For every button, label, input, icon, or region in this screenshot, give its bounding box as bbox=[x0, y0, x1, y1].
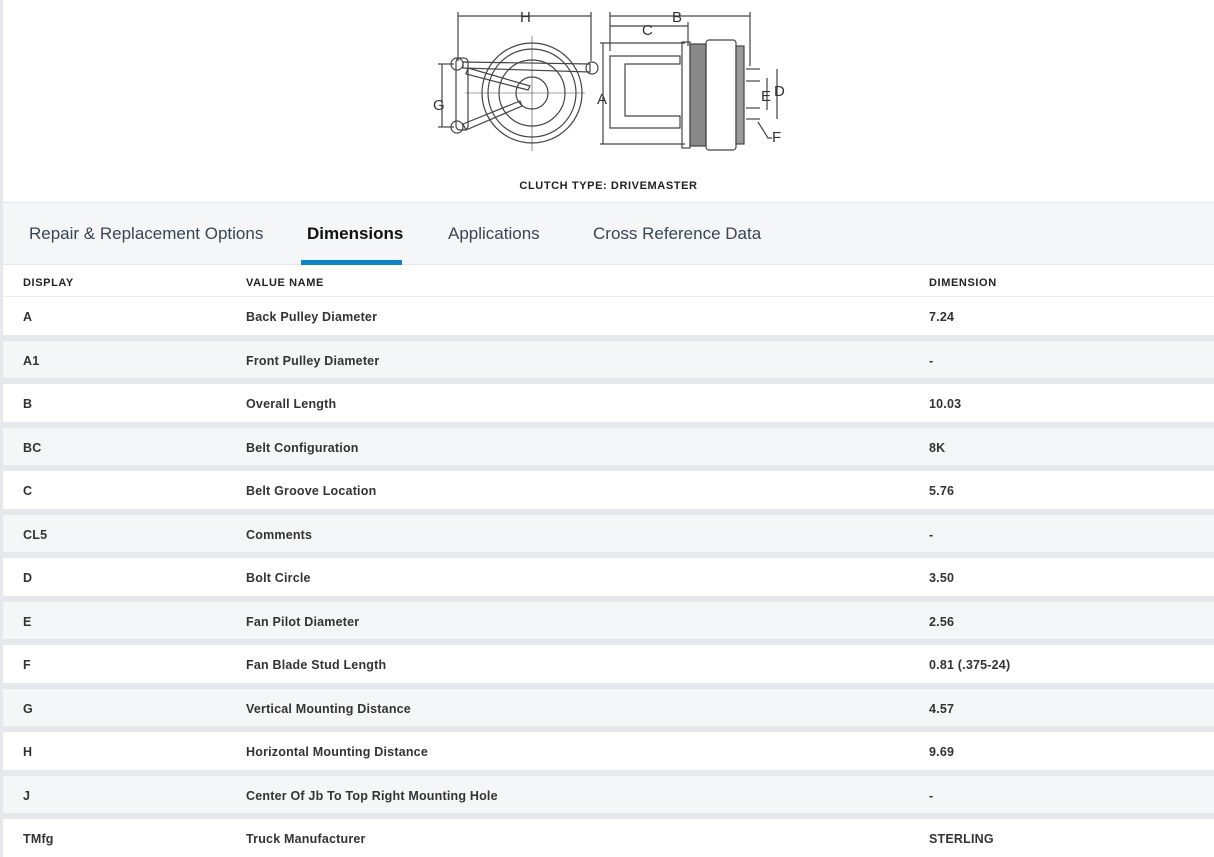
cell-dimension: 10.03 bbox=[929, 397, 962, 411]
svg-text:G: G bbox=[433, 97, 445, 114]
cell-dimension: - bbox=[929, 788, 934, 803]
cell-value-name: Overall Length bbox=[246, 397, 337, 411]
clutch-diagram-section: H G B C A E D F bbox=[3, 0, 1214, 203]
cell-value-name: Horizontal Mounting Distance bbox=[246, 745, 428, 759]
page: H G B C A E D F bbox=[3, 0, 1214, 857]
cell-dimension: 7.24 bbox=[929, 310, 955, 324]
tab-cross-reference-data[interactable]: Cross Reference Data bbox=[593, 224, 762, 243]
cell-dimension: 3.50 bbox=[929, 571, 955, 585]
table-row: TMfg Truck Manufacturer STERLING bbox=[3, 819, 1214, 857]
tab-dimensions[interactable]: Dimensions bbox=[307, 224, 404, 243]
table-row: E Fan Pilot Diameter 2.56 bbox=[3, 601, 1214, 639]
tab-applications[interactable]: Applications bbox=[448, 224, 540, 243]
cell-display: F bbox=[23, 658, 31, 672]
cell-dimension: 0.81 (.375-24) bbox=[929, 658, 1011, 672]
cell-dimension: - bbox=[929, 527, 934, 542]
svg-text:H: H bbox=[520, 9, 531, 26]
table-row: J Center Of Jb To Top Right Mounting Hole… bbox=[3, 775, 1214, 813]
column-header-display: DISPLAY bbox=[23, 277, 74, 289]
cell-display: D bbox=[23, 571, 33, 585]
cell-value-name: Fan Pilot Diameter bbox=[246, 614, 360, 629]
cell-display: CL5 bbox=[23, 527, 48, 542]
cell-dimension: 5.76 bbox=[929, 484, 955, 498]
table-row: CL5 Comments - bbox=[3, 514, 1214, 552]
tab-bar: Repair & Replacement Options Dimensions … bbox=[3, 203, 1214, 265]
table-row: BC Belt Configuration 8K bbox=[3, 427, 1214, 465]
cell-dimension: - bbox=[929, 353, 934, 368]
cell-display: H bbox=[23, 745, 33, 759]
cell-dimension: 2.56 bbox=[929, 614, 955, 629]
clutch-diagram: H G B C A E D F bbox=[433, 9, 785, 151]
table-row: D Bolt Circle 3.50 bbox=[3, 558, 1214, 596]
table-row: H Horizontal Mounting Distance 9.69 bbox=[3, 732, 1214, 770]
cell-dimension: STERLING bbox=[929, 832, 994, 846]
svg-text:F: F bbox=[772, 129, 781, 146]
table-row: C Belt Groove Location 5.76 bbox=[3, 471, 1214, 509]
cell-display: A1 bbox=[23, 353, 40, 368]
svg-text:E: E bbox=[761, 88, 771, 105]
cell-display: A bbox=[23, 310, 33, 324]
table-row: B Overall Length 10.03 bbox=[3, 384, 1214, 422]
dimensions-table-body: A Back Pulley Diameter 7.24 A1 Front Pulley … bbox=[3, 297, 1214, 857]
cell-display: BC bbox=[23, 440, 42, 455]
cell-value-name: Vertical Mounting Distance bbox=[246, 701, 411, 716]
svg-text:D: D bbox=[774, 83, 785, 100]
cell-display: TMfg bbox=[23, 832, 54, 846]
column-header-value-name: VALUE NAME bbox=[246, 277, 324, 289]
cell-value-name: Truck Manufacturer bbox=[246, 832, 366, 846]
svg-text:C: C bbox=[642, 22, 653, 39]
clutch-type-caption: CLUTCH TYPE: DRIVEMASTER bbox=[519, 180, 698, 192]
active-tab-indicator bbox=[301, 260, 402, 265]
svg-text:B: B bbox=[672, 9, 682, 26]
cell-value-name: Belt Groove Location bbox=[246, 484, 377, 498]
table-row: G Vertical Mounting Distance 4.57 bbox=[3, 688, 1214, 726]
table-row: A Back Pulley Diameter 7.24 bbox=[3, 297, 1214, 335]
cell-value-name: Fan Blade Stud Length bbox=[246, 658, 387, 672]
tab-repair-replacement-options[interactable]: Repair & Replacement Options bbox=[29, 224, 264, 243]
cell-value-name: Comments bbox=[246, 527, 313, 542]
cell-display: B bbox=[23, 397, 33, 411]
cell-value-name: Center Of Jb To Top Right Mounting Hole bbox=[246, 788, 498, 803]
cell-display: J bbox=[23, 788, 31, 803]
cell-value-name: Front Pulley Diameter bbox=[246, 353, 380, 368]
cell-dimension: 4.57 bbox=[929, 701, 955, 716]
svg-text:A: A bbox=[597, 91, 607, 108]
cell-display: E bbox=[23, 614, 32, 629]
table-header: DISPLAY VALUE NAME DIMENSION bbox=[3, 265, 1214, 297]
table-row: A1 Front Pulley Diameter - bbox=[3, 340, 1214, 378]
cell-display: G bbox=[23, 701, 33, 716]
cell-dimension: 9.69 bbox=[929, 745, 955, 759]
column-header-dimension: DIMENSION bbox=[929, 277, 997, 289]
cell-dimension: 8K bbox=[929, 440, 946, 455]
table-row: F Fan Blade Stud Length 0.81 (.375-24) bbox=[3, 645, 1214, 683]
cell-value-name: Bolt Circle bbox=[246, 571, 311, 585]
cell-value-name: Belt Configuration bbox=[246, 440, 359, 455]
cell-value-name: Back Pulley Diameter bbox=[246, 310, 378, 324]
cell-display: C bbox=[23, 484, 33, 498]
